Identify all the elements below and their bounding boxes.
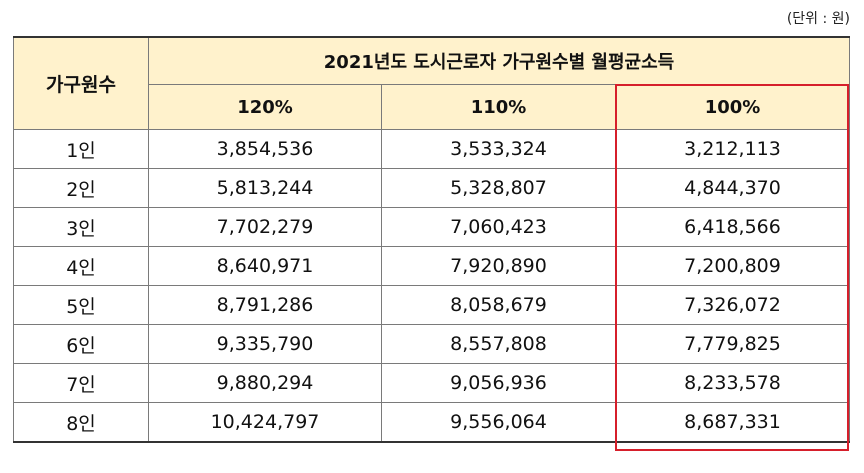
cell-100: 7,779,825 [615, 324, 850, 364]
column-header-100: 100% [615, 84, 850, 130]
column-header-110: 110% [381, 84, 616, 130]
cell-120: 9,335,790 [148, 324, 382, 364]
cell-100: 3,212,113 [615, 129, 850, 169]
cell-100: 8,687,331 [615, 402, 850, 443]
row-label: 2인 [13, 168, 149, 208]
cell-100: 7,326,072 [615, 285, 850, 325]
cell-120: 10,424,797 [148, 402, 382, 443]
unit-note: (단위 : 원) [786, 11, 850, 27]
table-row: 5인 8,791,286 8,058,679 7,326,072 [13, 285, 850, 325]
cell-120: 3,854,536 [148, 129, 382, 169]
cell-120: 9,880,294 [148, 363, 382, 403]
row-label: 3인 [13, 207, 149, 247]
row-label: 5인 [13, 285, 149, 325]
table-row: 8인 10,424,797 9,556,064 8,687,331 [13, 402, 850, 443]
table-row: 3인 7,702,279 7,060,423 6,418,566 [13, 207, 850, 247]
cell-120: 8,640,971 [148, 246, 382, 286]
table-row: 2인 5,813,244 5,328,807 4,844,370 [13, 168, 850, 208]
row-header-household-size: 가구원수 [13, 36, 149, 130]
cell-100: 4,844,370 [615, 168, 850, 208]
cell-110: 7,920,890 [381, 246, 616, 286]
row-label: 4인 [13, 246, 149, 286]
column-header-120: 120% [148, 84, 382, 130]
table-row: 7인 9,880,294 9,056,936 8,233,578 [13, 363, 850, 403]
cell-100: 6,418,566 [615, 207, 850, 247]
cell-110: 9,556,064 [381, 402, 616, 443]
cell-110: 8,557,808 [381, 324, 616, 364]
cell-110: 9,056,936 [381, 363, 616, 403]
cell-110: 3,533,324 [381, 129, 616, 169]
row-label: 1인 [13, 129, 149, 169]
income-table: 가구원수 2021년도 도시근로자 가구원수별 월평균소득 120% 110% … [13, 36, 850, 443]
cell-120: 8,791,286 [148, 285, 382, 325]
table-row: 6인 9,335,790 8,557,808 7,779,825 [13, 324, 850, 364]
table-row: 4인 8,640,971 7,920,890 7,200,809 [13, 246, 850, 286]
cell-120: 7,702,279 [148, 207, 382, 247]
cell-100: 8,233,578 [615, 363, 850, 403]
row-label: 7인 [13, 363, 149, 403]
cell-110: 5,328,807 [381, 168, 616, 208]
cell-110: 7,060,423 [381, 207, 616, 247]
cell-100: 7,200,809 [615, 246, 850, 286]
cell-120: 5,813,244 [148, 168, 382, 208]
cell-110: 8,058,679 [381, 285, 616, 325]
table-row: 1인 3,854,536 3,533,324 3,212,113 [13, 129, 850, 169]
row-label: 8인 [13, 402, 149, 443]
group-header-title: 2021년도 도시근로자 가구원수별 월평균소득 [148, 36, 850, 85]
row-label: 6인 [13, 324, 149, 364]
